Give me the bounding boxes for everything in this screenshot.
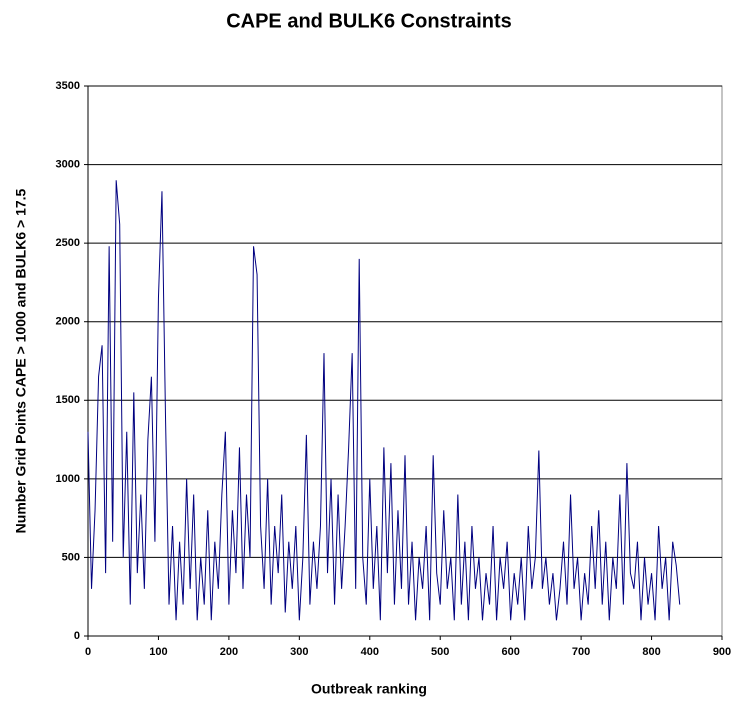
data-line	[87, 180, 681, 621]
y-tick-label: 0	[74, 630, 80, 642]
x-tick-label: 0	[85, 646, 91, 658]
x-axis-label: Outbreak ranking	[311, 681, 427, 697]
y-tick-label: 2000	[56, 316, 80, 328]
plot-area	[87, 85, 723, 637]
y-tick-label: 3500	[56, 80, 80, 92]
y-tick-label: 2500	[56, 237, 80, 249]
y-tick-label: 3000	[56, 158, 80, 170]
y-tick-label: 1500	[56, 394, 80, 406]
x-tick-label: 800	[642, 646, 660, 658]
chart-title: CAPE and BULK6 Constraints	[226, 10, 512, 32]
x-tick-label: 700	[572, 646, 590, 658]
x-tick-label: 500	[431, 646, 449, 658]
y-axis-label: Number Grid Points CAPE > 1000 and BULK6…	[13, 188, 29, 533]
y-tick-label: 1000	[56, 473, 80, 485]
x-tick-label: 400	[361, 646, 379, 658]
x-tick-label: 600	[501, 646, 519, 658]
y-tick-label: 500	[62, 551, 80, 563]
x-tick-label: 900	[713, 646, 731, 658]
x-tick-label: 100	[149, 646, 167, 658]
x-tick-label: 300	[290, 646, 308, 658]
x-tick-label: 200	[220, 646, 238, 658]
